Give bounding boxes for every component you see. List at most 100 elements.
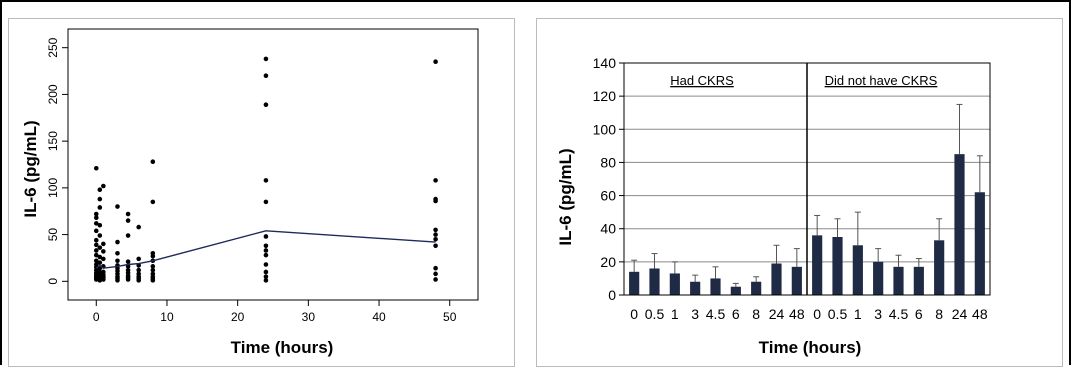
x-tick-label: 8	[935, 306, 943, 322]
bar	[690, 281, 701, 295]
y-tick-label: 150	[46, 131, 60, 151]
bar	[893, 266, 904, 295]
scatter-point	[97, 254, 103, 260]
bar-series	[629, 103, 985, 295]
bar	[812, 235, 823, 295]
x-tick-label: 24	[769, 306, 785, 322]
scatter-point	[263, 262, 269, 267]
scatter-point	[97, 245, 103, 250]
scatter-point	[97, 233, 103, 238]
scatter-point	[150, 199, 156, 205]
scatter-point	[93, 228, 99, 234]
mean-line	[95, 230, 436, 269]
scatter-point	[433, 232, 438, 237]
y-tick-label: 120	[593, 88, 617, 104]
scatter-point	[93, 248, 99, 253]
scatter-point	[433, 196, 438, 202]
scatter-points	[93, 56, 438, 283]
x-tick-label: 50	[443, 310, 457, 324]
scatter-point	[125, 233, 131, 238]
bar-y-label: IL-6 (pg/mL)	[556, 148, 575, 245]
scatter-point	[101, 256, 106, 262]
x-tick-label: 30	[302, 310, 316, 324]
scatter-point	[263, 278, 269, 283]
bar	[974, 192, 985, 295]
bar	[873, 261, 884, 295]
scatter-point	[263, 274, 269, 279]
scatter-point	[263, 234, 269, 239]
scatter-point	[93, 165, 99, 171]
scatter-point	[433, 227, 438, 233]
scatter-point	[125, 267, 131, 273]
scatter-point	[433, 236, 438, 242]
scatter-point	[93, 262, 99, 267]
scatter-axes: 0 10 20 30 40 50 0 50 100 150 200 250	[46, 28, 479, 324]
x-tick-label: 6	[915, 306, 923, 322]
scatter-y-label: IL-6 (pg/mL)	[21, 120, 40, 217]
x-tick-label: 20	[231, 310, 245, 324]
y-tick-label: 60	[600, 188, 616, 204]
bar	[710, 278, 721, 295]
x-tick-label: 3	[691, 306, 699, 322]
scatter-point	[97, 269, 103, 275]
scatter-point	[93, 211, 99, 217]
scatter-point	[93, 221, 99, 226]
bar	[954, 154, 965, 295]
bar	[629, 271, 640, 295]
scatter-point	[136, 267, 141, 273]
y-tick-label: 100	[46, 178, 60, 198]
x-tick-label: 0	[813, 306, 821, 322]
group-label-did-not-have-ckrs: Did not have CKRS	[825, 73, 938, 88]
scatter-point	[97, 196, 103, 202]
scatter-point	[433, 265, 438, 271]
scatter-point	[433, 178, 438, 183]
scatter-point	[150, 271, 156, 277]
x-tick-label: 3	[874, 306, 882, 322]
scatter-point	[97, 187, 103, 193]
scatter-point	[93, 258, 99, 264]
scatter-point	[97, 222, 103, 228]
scatter-point	[433, 243, 438, 249]
scatter-point	[97, 260, 103, 265]
scatter-point	[150, 159, 156, 164]
mean-line-path	[95, 230, 436, 269]
scatter-point	[115, 258, 120, 264]
scatter-point	[150, 264, 156, 269]
scatter-point	[263, 243, 269, 249]
scatter-x-label: Time (hours)	[231, 338, 334, 357]
y-tick-label: 0	[46, 278, 60, 285]
y-tick-label: 20	[600, 254, 616, 270]
x-tick-label: 24	[952, 306, 968, 322]
scatter-panel: 0 10 20 30 40 50 0 50 100 150 200 250 Time (hours) …	[8, 18, 515, 367]
x-tick-label: 0	[630, 306, 638, 322]
y-tick-label: 140	[593, 55, 617, 71]
bar	[913, 266, 924, 295]
x-tick-label: 8	[752, 306, 760, 322]
scatter-point	[125, 259, 131, 264]
x-tick-label: 0	[93, 310, 100, 324]
scatter-point	[433, 59, 438, 65]
x-tick-label: 0.5	[828, 306, 848, 322]
bar	[649, 268, 660, 295]
x-tick-label: 48	[789, 306, 805, 322]
plot-box	[67, 28, 479, 301]
scatter-point	[150, 250, 156, 256]
x-tick-label: 0.5	[645, 306, 665, 322]
scatter-point	[93, 215, 99, 221]
y-tick-label: 100	[593, 121, 617, 137]
y-tick-label: 200	[46, 84, 60, 104]
x-tick-label: 6	[732, 306, 740, 322]
scatter-point	[101, 249, 106, 254]
scatter-point	[101, 183, 106, 189]
scatter-point	[263, 178, 269, 183]
bar-panel: 0 20 40 60 80 100 120 140 0 0.5 1 3 4.5 6 8 24 48 0 0.5 1 3 4…	[536, 18, 1063, 367]
scatter-point	[115, 250, 120, 256]
scatter-point	[263, 248, 269, 253]
scatter-point	[115, 204, 120, 209]
scatter-point	[263, 269, 269, 275]
scatter-point	[93, 242, 99, 248]
bar	[669, 273, 680, 295]
